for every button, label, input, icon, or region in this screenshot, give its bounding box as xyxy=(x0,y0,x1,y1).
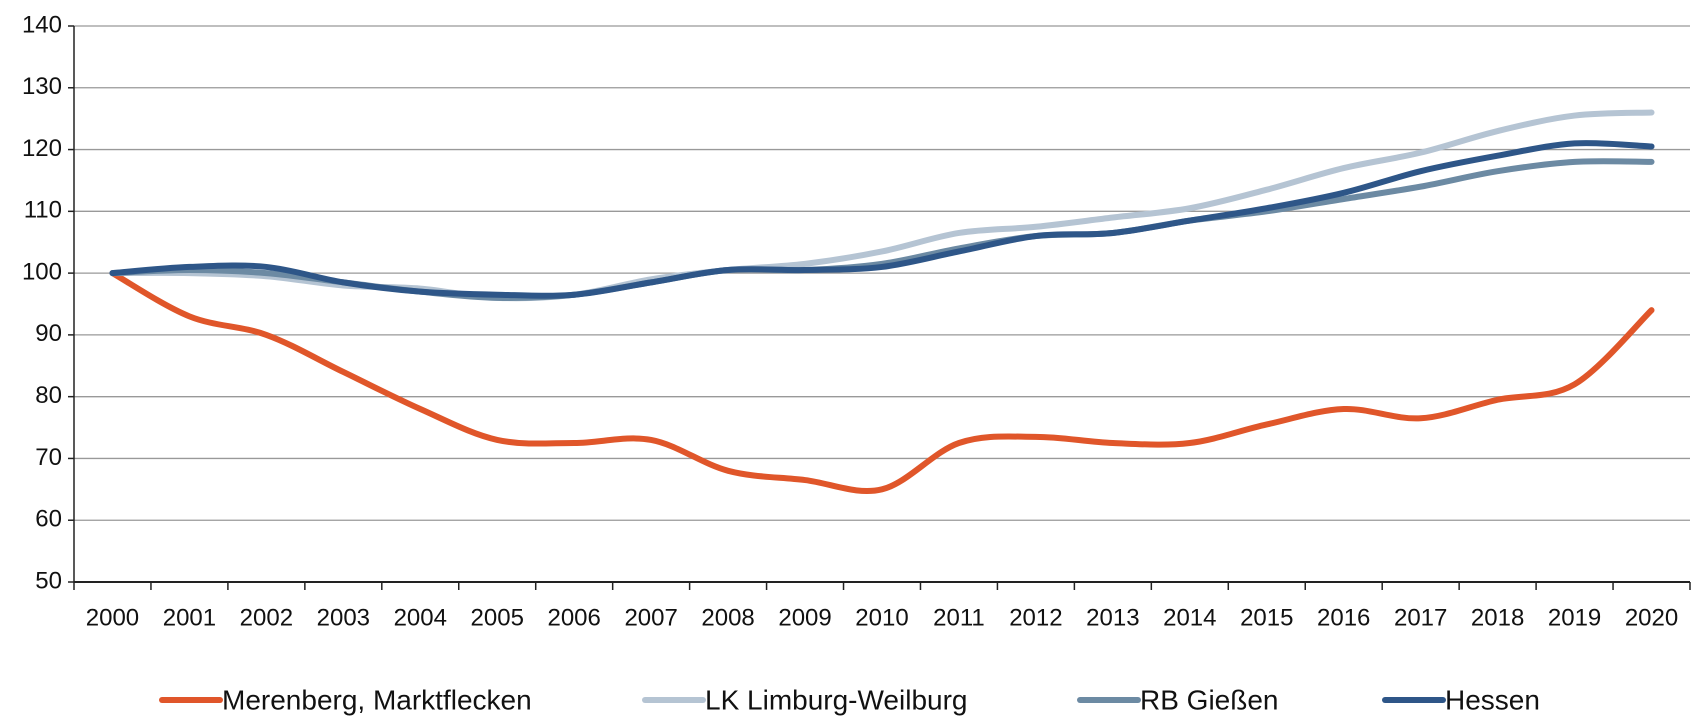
x-tick-label: 2016 xyxy=(1317,604,1370,631)
y-tick-label: 130 xyxy=(22,73,62,100)
legend-label: Merenberg, Marktflecken xyxy=(222,684,532,715)
x-tick-label: 2010 xyxy=(855,604,908,631)
y-tick-label: 80 xyxy=(35,382,62,409)
x-tick-label: 2017 xyxy=(1394,604,1447,631)
x-tick-label: 2001 xyxy=(163,604,216,631)
x-tick-label: 2004 xyxy=(394,604,447,631)
x-tick-label: 2014 xyxy=(1163,604,1216,631)
x-tick-label: 2012 xyxy=(1009,604,1062,631)
x-tick-label: 2007 xyxy=(624,604,677,631)
x-tick-label: 2019 xyxy=(1548,604,1601,631)
series-line xyxy=(109,158,1655,301)
x-tick-label: 2013 xyxy=(1086,604,1139,631)
series-line xyxy=(109,270,1655,495)
legend-label: RB Gießen xyxy=(1140,684,1279,715)
legend-label: LK Limburg-Weilburg xyxy=(705,684,968,715)
x-tick-label: 2011 xyxy=(933,604,985,631)
y-tick-label: 140 xyxy=(22,11,62,38)
x-tick-label: 2005 xyxy=(471,604,524,631)
x-tick-label: 2003 xyxy=(317,604,370,631)
x-tick-label: 2020 xyxy=(1625,604,1678,631)
x-tick-label: 2002 xyxy=(240,604,293,631)
x-tick-label: 2009 xyxy=(778,604,831,631)
y-tick-label: 70 xyxy=(35,444,62,471)
y-tick-label: 50 xyxy=(35,567,62,594)
y-tick-label: 100 xyxy=(22,258,62,285)
series-line xyxy=(109,109,1655,302)
y-tick-label: 90 xyxy=(35,320,62,347)
y-tick-label: 110 xyxy=(24,197,62,224)
y-tick-label: 60 xyxy=(35,506,62,533)
legend-label: Hessen xyxy=(1445,684,1540,715)
x-tick-label: 2018 xyxy=(1471,604,1524,631)
series-line xyxy=(109,140,1655,299)
x-tick-label: 2006 xyxy=(547,604,600,631)
x-tick-label: 2015 xyxy=(1240,604,1293,631)
x-tick-label: 2008 xyxy=(701,604,754,631)
y-tick-label: 120 xyxy=(22,135,62,162)
x-tick-label: 2000 xyxy=(86,604,139,631)
